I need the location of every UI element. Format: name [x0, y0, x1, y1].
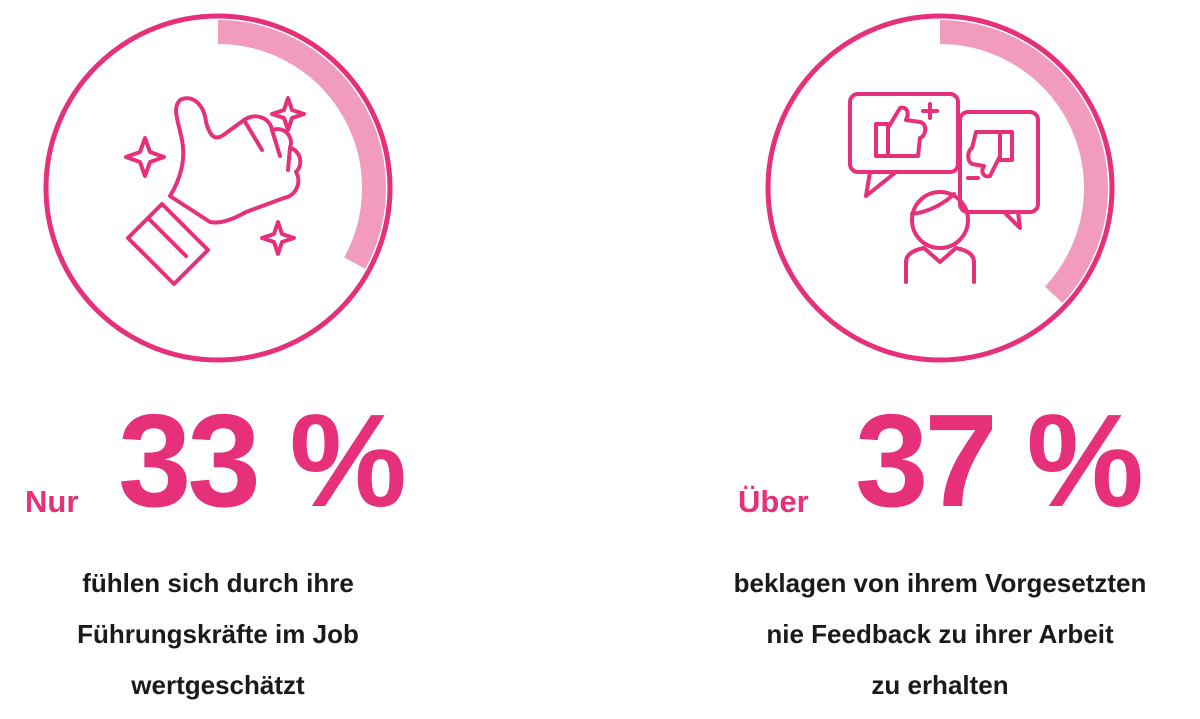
prefix: Nur [25, 484, 78, 519]
progress-arc [217, 20, 386, 269]
description: zu erhalten [871, 670, 1008, 700]
feedback-icon [848, 92, 1040, 284]
progress-arc [939, 20, 1108, 303]
ring-item: Über 37 % beklagen von ihrem Vorgesetzten n… [734, 13, 1147, 700]
thumbs-up-icon [124, 96, 306, 286]
description: beklagen von ihrem Vorgesetzten [734, 568, 1147, 598]
ring-outline [765, 13, 1115, 363]
ring-outline [43, 13, 393, 363]
ring-item: Nur 33 % fühlen sich durch ihre Führungskrä… [25, 13, 407, 700]
description: nie Feedback zu ihrer Arbeit [766, 619, 1114, 649]
description: Führungskräfte im Job [77, 619, 359, 649]
description: wertgeschätzt [130, 670, 305, 700]
percentage: 37 % [855, 387, 1140, 534]
percentage: 33 % [118, 387, 403, 534]
description: fühlen sich durch ihre [82, 568, 354, 598]
prefix: Über [738, 484, 809, 519]
